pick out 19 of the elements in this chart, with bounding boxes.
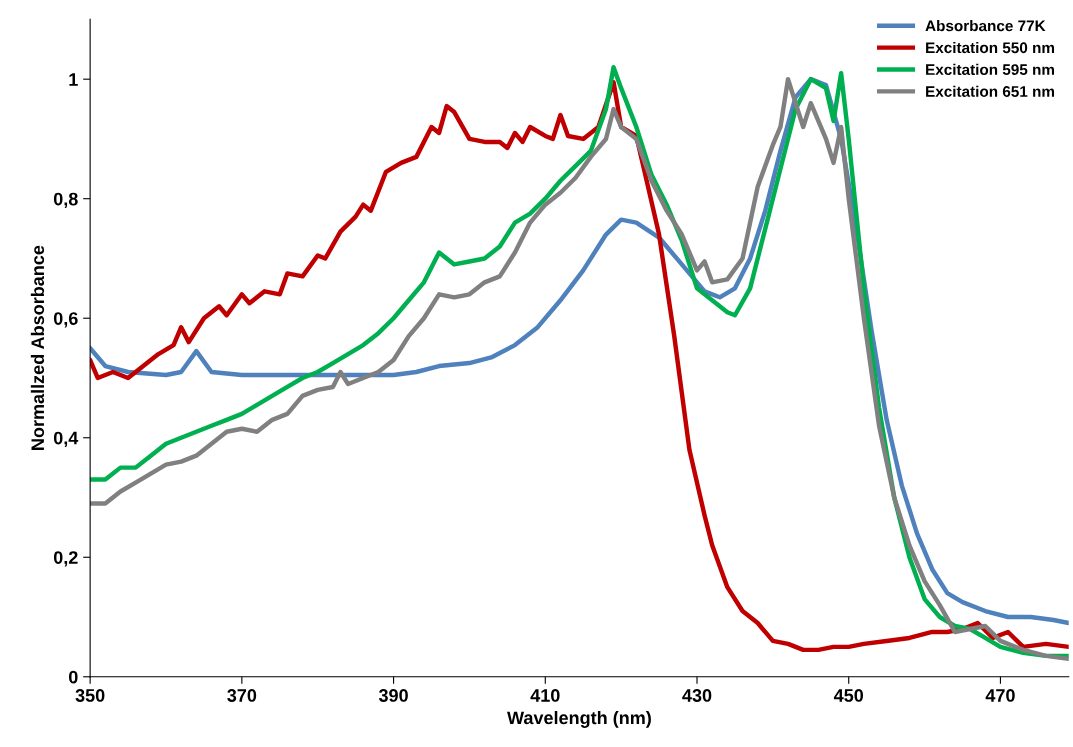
legend-label: Excitation 595 nm bbox=[926, 63, 1055, 76]
x-tick-label: 430 bbox=[682, 689, 712, 702]
y-tick-label: 0,4 bbox=[53, 431, 79, 448]
y-tick-label: 0 bbox=[69, 670, 78, 684]
legend-label: Excitation 651 nm bbox=[926, 85, 1055, 97]
x-tick-label: 350 bbox=[75, 689, 105, 702]
y-tick-label: 1 bbox=[69, 73, 78, 86]
y-tick-label: 0,2 bbox=[53, 551, 78, 567]
x-tick-label: 370 bbox=[227, 689, 257, 702]
y-axis-title: Normallzed Absorbance bbox=[30, 245, 45, 450]
y-tick-label: 0,6 bbox=[53, 312, 78, 328]
y-tick-label: 0,8 bbox=[53, 192, 78, 209]
legend-label: Absorbance 77K bbox=[925, 20, 1046, 32]
x-tick-label: 390 bbox=[378, 689, 408, 702]
x-tick-label: 470 bbox=[985, 689, 1015, 702]
x-tick-label: 450 bbox=[833, 689, 864, 702]
legend-label: Excitation 550 nm bbox=[926, 41, 1055, 54]
x-tick-label: 410 bbox=[530, 689, 560, 702]
x-axis-title: Wavelength (nm) bbox=[507, 710, 651, 728]
